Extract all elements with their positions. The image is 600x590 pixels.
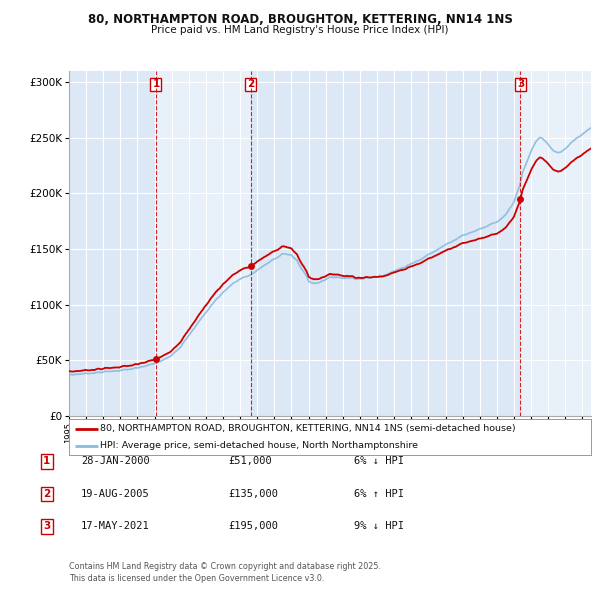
Text: 2: 2 bbox=[43, 489, 50, 499]
Bar bbox=[520, 71, 591, 416]
Text: 6% ↑ HPI: 6% ↑ HPI bbox=[354, 489, 404, 499]
Text: Price paid vs. HM Land Registry's House Price Index (HPI): Price paid vs. HM Land Registry's House … bbox=[151, 25, 449, 35]
Text: 9% ↓ HPI: 9% ↓ HPI bbox=[354, 522, 404, 531]
Text: 3: 3 bbox=[43, 522, 50, 531]
Bar bbox=[251, 71, 520, 416]
Bar bbox=[156, 71, 251, 416]
Text: 2: 2 bbox=[247, 80, 254, 90]
Text: 1: 1 bbox=[152, 80, 160, 90]
Text: HPI: Average price, semi-detached house, North Northamptonshire: HPI: Average price, semi-detached house,… bbox=[100, 441, 418, 450]
Text: 28-JAN-2000: 28-JAN-2000 bbox=[81, 457, 150, 466]
Text: 17-MAY-2021: 17-MAY-2021 bbox=[81, 522, 150, 531]
Bar bbox=[69, 71, 156, 416]
Text: £51,000: £51,000 bbox=[228, 457, 272, 466]
Text: 6% ↓ HPI: 6% ↓ HPI bbox=[354, 457, 404, 466]
Text: Contains HM Land Registry data © Crown copyright and database right 2025.
This d: Contains HM Land Registry data © Crown c… bbox=[69, 562, 381, 583]
Text: 3: 3 bbox=[517, 80, 524, 90]
Text: 1: 1 bbox=[43, 457, 50, 466]
Text: 80, NORTHAMPTON ROAD, BROUGHTON, KETTERING, NN14 1NS: 80, NORTHAMPTON ROAD, BROUGHTON, KETTERI… bbox=[88, 13, 512, 26]
Text: £135,000: £135,000 bbox=[228, 489, 278, 499]
Text: 80, NORTHAMPTON ROAD, BROUGHTON, KETTERING, NN14 1NS (semi-detached house): 80, NORTHAMPTON ROAD, BROUGHTON, KETTERI… bbox=[100, 424, 516, 433]
Text: 19-AUG-2005: 19-AUG-2005 bbox=[81, 489, 150, 499]
Text: £195,000: £195,000 bbox=[228, 522, 278, 531]
